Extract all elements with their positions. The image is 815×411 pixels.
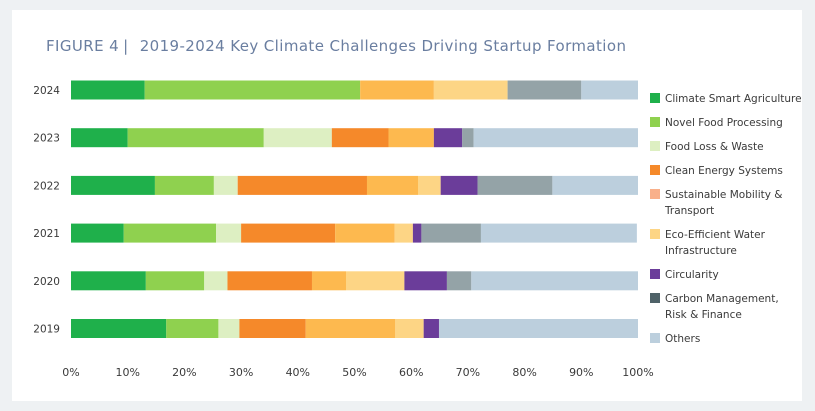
bar-segment-2022-0 <box>71 175 155 195</box>
x-tick-label: 0% <box>62 366 79 379</box>
bar-segment-2023-7 <box>433 128 463 148</box>
bar-segment-2019-1 <box>166 319 219 338</box>
bar-segment-2020-3 <box>227 271 312 291</box>
y-label-2020: 2020 <box>33 276 60 288</box>
bar-segment-2021-0 <box>71 223 124 243</box>
bar-segment-2021-7 <box>412 223 422 243</box>
y-label-2021: 2021 <box>33 228 60 240</box>
legend-label: Clean Energy Systems <box>665 165 783 177</box>
bar-segment-2022-8 <box>477 175 553 195</box>
bar-segment-2024-6 <box>433 80 508 100</box>
legend-swatch <box>650 269 660 279</box>
bar-segment-2021-5 <box>335 223 395 243</box>
legend-label: Food Loss & Waste <box>665 141 764 153</box>
legend-label: Eco-Efficient Water <box>665 229 766 241</box>
legend-label: Transport <box>664 205 714 217</box>
figure-title-text: 2019-2024 Key Climate Challenges Driving… <box>139 37 627 55</box>
x-tick-label: 30% <box>229 366 253 379</box>
x-tick-label: 40% <box>286 366 310 379</box>
x-tick-label: 60% <box>399 366 423 379</box>
bar-segment-2021-3 <box>241 223 336 243</box>
bar-segment-2020-2 <box>204 271 228 291</box>
legend-label: Others <box>665 333 700 345</box>
bar-segment-2020-9 <box>471 271 638 291</box>
bar-segment-2024-5 <box>360 80 434 100</box>
legend-swatch <box>650 117 660 127</box>
legend-label: Infrastructure <box>665 245 737 257</box>
bar-segment-2019-0 <box>71 319 167 338</box>
legend-swatch <box>650 189 660 199</box>
bar-segment-2023-2 <box>263 128 332 148</box>
y-label-2019: 2019 <box>33 324 60 336</box>
y-axis-labels: 2024 2023 2022 2021 2020 2019 <box>33 85 60 336</box>
bar-segment-2019-7 <box>423 319 439 338</box>
bar-segment-2023-8 <box>462 128 474 148</box>
bar-segment-2023-0 <box>71 128 128 148</box>
legend-label: Carbon Management, <box>665 293 779 305</box>
legend-label: Risk & Finance <box>665 309 742 321</box>
x-tick-label: 100% <box>622 366 653 379</box>
legend-swatch <box>650 293 660 303</box>
y-label-2023: 2023 <box>33 133 60 145</box>
legend-swatch <box>650 93 660 103</box>
y-label-2022: 2022 <box>33 180 60 192</box>
bar-segment-2020-5 <box>311 271 346 291</box>
legend-label: Climate Smart Agriculture <box>665 93 802 105</box>
x-tick-label: 70% <box>456 366 480 379</box>
bar-segment-2022-1 <box>154 175 214 195</box>
bar-segment-2021-8 <box>421 223 481 243</box>
bar-segment-2023-9 <box>473 128 638 148</box>
bar-segment-2022-9 <box>552 175 638 195</box>
x-tick-label: 10% <box>115 366 139 379</box>
legend-label: Circularity <box>665 269 719 281</box>
bar-segment-2020-6 <box>346 271 405 291</box>
bar-segment-2022-2 <box>213 175 238 195</box>
bar-segment-2019-2 <box>218 319 240 338</box>
bar-segment-2022-5 <box>366 175 418 195</box>
bar-segment-2019-5 <box>305 319 396 338</box>
bar-segment-2024-9 <box>581 80 638 100</box>
bar-segment-2023-5 <box>388 128 434 148</box>
x-tick-label: 50% <box>342 366 366 379</box>
bar-segment-2020-1 <box>145 271 205 291</box>
legend-swatch <box>650 141 660 151</box>
x-tick-label: 80% <box>512 366 536 379</box>
x-tick-label: 20% <box>172 366 196 379</box>
bar-segment-2024-8 <box>507 80 582 100</box>
bar-segment-2019-9 <box>438 319 638 338</box>
legend-label: Novel Food Processing <box>665 117 783 129</box>
legend: Climate Smart Agriculture Novel Food Proc… <box>650 93 802 345</box>
bar-segment-2022-6 <box>418 175 441 195</box>
legend-swatch <box>650 333 660 343</box>
x-tick-label: 90% <box>569 366 593 379</box>
bar-segment-2020-8 <box>446 271 472 291</box>
bar-segment-2021-1 <box>123 223 217 243</box>
bar-segment-2022-3 <box>237 175 367 195</box>
bar-segment-2023-3 <box>331 128 389 148</box>
bar-segment-2019-3 <box>239 319 306 338</box>
bar-segment-2021-2 <box>216 223 242 243</box>
bar-segment-2019-6 <box>395 319 424 338</box>
bar-segment-2023-1 <box>127 128 264 148</box>
bars-group <box>71 80 638 338</box>
bar-segment-2021-9 <box>480 223 637 243</box>
x-axis-ticks: 0% 10% 20% 30% 40% 50% 60% 70% 80% 90% 100% <box>62 366 653 379</box>
bar-segment-2021-6 <box>394 223 413 243</box>
legend-swatch <box>650 165 660 175</box>
bar-segment-2020-7 <box>404 271 447 291</box>
bar-segment-2022-7 <box>440 175 478 195</box>
y-label-2024: 2024 <box>33 85 60 97</box>
legend-swatch <box>650 229 660 239</box>
figure-label: FIGURE 4 <box>46 37 120 55</box>
bar-segment-2020-0 <box>71 271 146 291</box>
bar-segment-2024-0 <box>71 80 145 100</box>
figure-separator: | <box>123 37 129 55</box>
legend-label: Sustainable Mobility & <box>665 189 782 201</box>
figure-title: FIGURE 4 | 2019-2024 Key Climate Challeng… <box>46 37 626 55</box>
bar-segment-2024-1 <box>144 80 361 100</box>
